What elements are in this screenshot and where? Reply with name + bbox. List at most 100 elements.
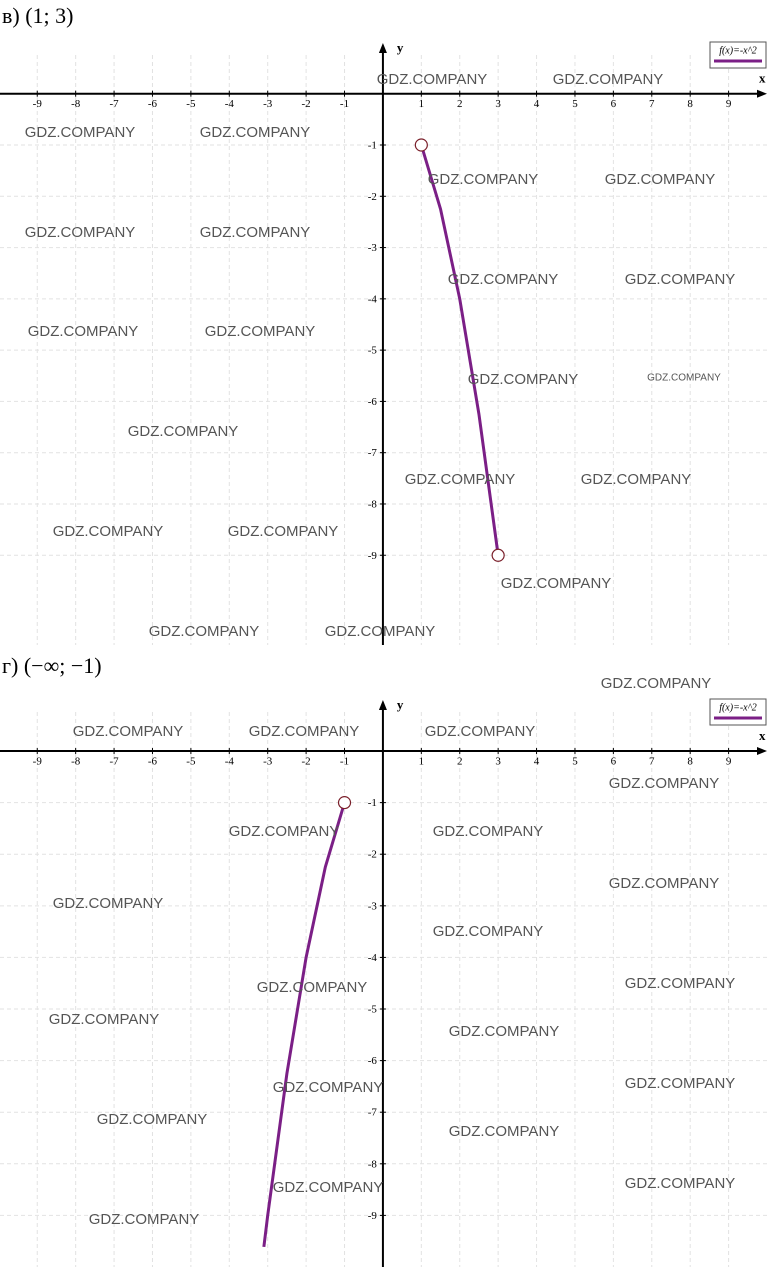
y-tick-label: -8 bbox=[368, 1158, 378, 1170]
watermark: GDZ.COMPANY bbox=[149, 623, 260, 640]
y-tick-label: -9 bbox=[368, 550, 378, 562]
watermark: GDZ.COMPANY bbox=[229, 823, 340, 840]
watermark: GDZ.COMPANY bbox=[25, 124, 136, 141]
x-tick-label: 6 bbox=[611, 98, 617, 110]
watermark: GDZ.COMPANY bbox=[625, 1075, 736, 1092]
x-tick-label: 5 bbox=[572, 756, 578, 768]
watermark: GDZ.COMPANY bbox=[53, 523, 164, 540]
y-tick-label: -7 bbox=[368, 1107, 378, 1119]
watermark: GDZ.COMPANY bbox=[273, 1079, 384, 1096]
watermark: GDZ.COMPANY bbox=[49, 1011, 160, 1028]
watermark: GDZ.COMPANY bbox=[448, 271, 559, 288]
y-axis-arrow bbox=[378, 43, 387, 53]
watermark: GDZ.COMPANY bbox=[53, 895, 164, 912]
watermark: GDZ.COMPANY bbox=[97, 1111, 208, 1128]
y-axis-arrow bbox=[378, 700, 387, 710]
x-tick-label: 6 bbox=[611, 756, 617, 768]
watermark: GDZ.COMPANY bbox=[625, 975, 736, 992]
watermark: GDZ.COMPANY bbox=[553, 71, 664, 88]
chart: в) (1; 3) -9 -8 -7 -6 -5 -4 -3 -2 -1 1 2 3 4 5 6 7 8 9 -1 -2… bbox=[0, 3, 767, 645]
x-tick-label: 9 bbox=[726, 756, 732, 768]
watermark: GDZ.COMPANY bbox=[73, 723, 184, 740]
y-tick-label: -3 bbox=[368, 242, 378, 254]
y-tick-label: -5 bbox=[368, 345, 378, 357]
watermark: GDZ.COMPANY bbox=[405, 471, 516, 488]
x-tick-label: 8 bbox=[687, 756, 693, 768]
y-tick-label: -1 bbox=[368, 797, 377, 809]
watermark: GDZ.COMPANY bbox=[325, 623, 436, 640]
watermark: GDZ.COMPANY bbox=[228, 523, 339, 540]
watermark: GDZ.COMPANY bbox=[425, 723, 536, 740]
x-tick-label: 8 bbox=[687, 98, 693, 110]
legend-box bbox=[709, 41, 767, 69]
watermark: GDZ.COMPANY bbox=[581, 471, 692, 488]
y-tick-label: -6 bbox=[368, 1055, 378, 1067]
y-tick-label: -2 bbox=[368, 849, 377, 861]
watermark: GDZ.COMPANY bbox=[200, 224, 311, 241]
watermark: GDZ.COMPANY bbox=[449, 1023, 560, 1040]
y-tick-label: -9 bbox=[368, 1210, 378, 1222]
watermark: GDZ.COMPANY bbox=[28, 323, 139, 340]
open-endpoint bbox=[337, 796, 352, 810]
x-axis-arrow bbox=[757, 747, 767, 756]
watermark: GDZ.COMPANY bbox=[257, 979, 368, 996]
chart: г) (−∞; −1) -9 -8 -7 -6 -5 -4 -3 -2 -1 1 2 3 4 5 6 7 8 9 -1… bbox=[0, 653, 767, 1267]
y-axis-label: y bbox=[397, 697, 404, 712]
chart-title: в) (1; 3) bbox=[2, 3, 73, 28]
x-axis-arrow bbox=[757, 89, 767, 98]
y-tick-label: -3 bbox=[368, 900, 378, 912]
watermark: GDZ.COMPANY bbox=[249, 723, 360, 740]
watermark: GDZ.COMPANY bbox=[433, 923, 544, 940]
watermark: GDZ.COMPANY bbox=[609, 775, 720, 792]
x-tick-label: 7 bbox=[649, 98, 655, 110]
y-axis-label: y bbox=[397, 40, 404, 55]
x-axis-label: x bbox=[759, 71, 766, 86]
watermark: GDZ.COMPANY bbox=[449, 1123, 560, 1140]
x-tick-label: -6 bbox=[148, 98, 158, 110]
watermark: GDZ.COMPANY bbox=[25, 224, 136, 241]
x-tick-label: 9 bbox=[726, 98, 732, 110]
x-tick-label: -2 bbox=[302, 756, 311, 768]
curve bbox=[262, 802, 346, 1248]
x-tick-label: -1 bbox=[340, 756, 349, 768]
open-endpoint bbox=[491, 548, 505, 562]
x-tick-label: 4 bbox=[534, 98, 540, 110]
x-tick-label: 4 bbox=[534, 756, 540, 768]
x-axis-label: x bbox=[759, 728, 766, 743]
y-tick-label: -7 bbox=[368, 447, 378, 459]
y-tick-label: -5 bbox=[368, 1004, 378, 1016]
y-tick-label: -8 bbox=[368, 499, 378, 511]
y-tick-label: -4 bbox=[368, 952, 378, 964]
legend-label: f(x)=-x^2 bbox=[719, 702, 757, 713]
watermark: GDZ.COMPANY bbox=[625, 1175, 736, 1192]
watermark: GDZ.COMPANY bbox=[601, 675, 712, 692]
x-tick-label: 5 bbox=[572, 98, 578, 110]
x-tick-label: -5 bbox=[186, 756, 196, 768]
open-endpoint bbox=[414, 138, 428, 152]
x-tick-label: 2 bbox=[457, 756, 463, 768]
legend-label: f(x)=-x^2 bbox=[719, 45, 757, 56]
chart-title: г) (−∞; −1) bbox=[2, 653, 102, 678]
y-tick-label: -2 bbox=[368, 191, 377, 203]
x-tick-label: -3 bbox=[263, 98, 273, 110]
watermark: GDZ.COMPANY bbox=[128, 423, 239, 440]
x-tick-label: -6 bbox=[148, 756, 158, 768]
x-tick-label: -4 bbox=[225, 756, 235, 768]
watermark: GDZ.COMPANY bbox=[605, 171, 716, 188]
x-tick-label: -9 bbox=[33, 756, 43, 768]
x-tick-label: -5 bbox=[186, 98, 196, 110]
x-tick-label: -1 bbox=[340, 98, 349, 110]
curve bbox=[419, 144, 500, 556]
watermark: GDZ.COMPANY bbox=[625, 271, 736, 288]
y-tick-label: -1 bbox=[368, 140, 377, 152]
y-tick-label: -6 bbox=[368, 396, 378, 408]
x-tick-label: 3 bbox=[495, 756, 501, 768]
x-tick-label: 1 bbox=[419, 756, 425, 768]
watermark: GDZ.COMPANY bbox=[205, 323, 316, 340]
x-tick-label: 3 bbox=[495, 98, 501, 110]
watermark: GDZ.COMPANY bbox=[647, 373, 721, 384]
watermark: GDZ.COMPANY bbox=[200, 124, 311, 141]
x-tick-label: -8 bbox=[71, 98, 81, 110]
watermark: GDZ.COMPANY bbox=[428, 171, 539, 188]
